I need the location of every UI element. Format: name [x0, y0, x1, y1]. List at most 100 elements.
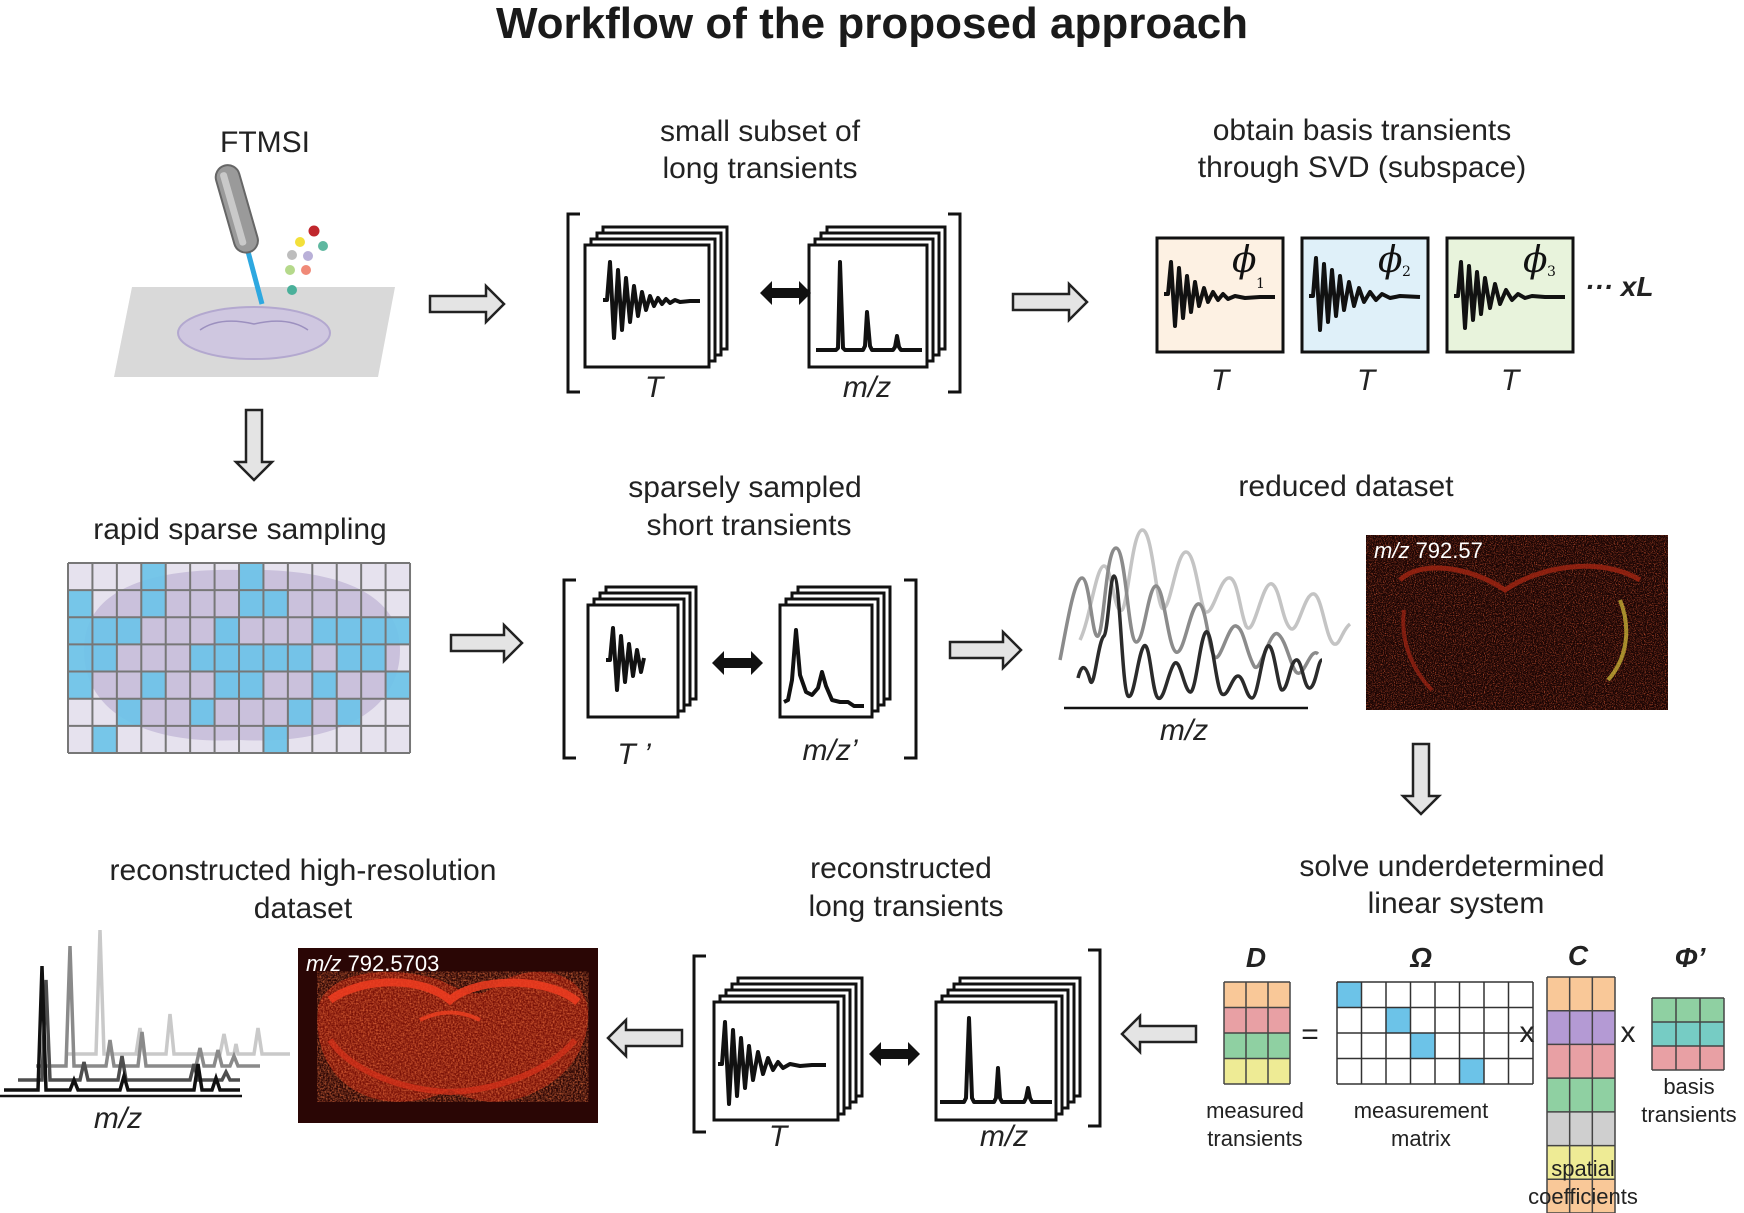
matrix-row — [1224, 1058, 1290, 1084]
sampled-cell — [239, 590, 264, 618]
hr-ion-image: m/z 792.5703 — [298, 948, 598, 1123]
sampled-cell — [141, 671, 166, 699]
recon-long-panel: reconstructed long transients T m/z — [692, 852, 1102, 1153]
solve-label-2: linear system — [1368, 887, 1545, 920]
sampled-cell — [263, 725, 288, 753]
matrix-Omega — [1336, 981, 1534, 1085]
Omega-caption-2: matrix — [1391, 1126, 1451, 1151]
selected-entry — [1386, 1007, 1411, 1033]
hr-spectrum-dark — [18, 979, 240, 1082]
hr-image-label: m/z 792.5703 — [306, 951, 439, 976]
eq-C-symbol: C — [1568, 940, 1589, 971]
recon-hr-label-2: dataset — [254, 892, 353, 925]
matrix-row — [1224, 1007, 1290, 1033]
sampled-cell — [263, 590, 288, 618]
basis-T-3: T — [1501, 364, 1522, 397]
sampled-cell — [92, 725, 117, 753]
basis-label-1: obtain basis transients — [1213, 114, 1512, 147]
short-label-2: short transients — [646, 509, 851, 542]
Phi-caption-2: transients — [1641, 1102, 1736, 1127]
flow-arrow-4 — [449, 621, 524, 665]
flow-arrow-8 — [606, 1016, 684, 1060]
sampled-cell — [116, 698, 142, 726]
selected-entry — [1459, 1058, 1484, 1084]
solve-label-1: solve underdetermined — [1299, 850, 1604, 883]
flow-arrow-5 — [948, 628, 1023, 672]
sampled-cell — [239, 563, 264, 591]
sampled-cell — [190, 698, 215, 726]
sampled-cell — [68, 617, 93, 645]
transform-arrow-1 — [760, 281, 811, 305]
sampled-cell — [239, 671, 264, 699]
matrix-row — [1652, 998, 1724, 1022]
Omega-caption-1: measurement — [1354, 1098, 1489, 1123]
matrix-D — [1223, 981, 1291, 1085]
D-caption-2: transients — [1207, 1126, 1302, 1151]
sampled-cell — [68, 671, 93, 699]
sampled-cell — [385, 671, 411, 699]
basis-sub-1: 1 — [1256, 276, 1265, 292]
recon-long-label-2: long transients — [808, 890, 1003, 923]
basis-T-1: T — [1211, 364, 1232, 397]
long-spectrum-peaks — [816, 260, 922, 352]
right-bracket-2 — [904, 578, 918, 760]
sampled-cell — [214, 617, 240, 645]
reduced-image-label: m/z 792.57 — [1374, 538, 1483, 563]
sampled-cell — [287, 698, 313, 726]
reduced-spectrum-dark — [1076, 574, 1324, 700]
short-T-label: T ’ — [617, 738, 652, 771]
basis-box-3: ϕ 3 T — [1445, 236, 1575, 397]
sampled-cell — [214, 671, 240, 699]
left-bracket-2 — [562, 578, 576, 760]
sampled-cell — [141, 563, 166, 591]
sampled-cell — [312, 671, 337, 699]
long-subset-label-1: small subset of — [660, 115, 861, 148]
right-bracket — [948, 212, 962, 394]
long-subset-label-2: long transients — [662, 152, 857, 185]
long-transient-wave — [603, 260, 700, 340]
basis-label-2: through SVD (subspace) — [1198, 151, 1527, 184]
reduced-spectrum-mid — [1058, 546, 1320, 675]
flow-arrow-6 — [1399, 742, 1443, 816]
basis-phi-3: ϕ — [1523, 240, 1548, 281]
sampled-cell — [141, 590, 166, 618]
reduced-dataset-panel: reduced dataset m/z m/z 792.57 — [1058, 470, 1668, 747]
reduced-label: reduced dataset — [1238, 470, 1454, 503]
matrix-row — [1547, 1179, 1615, 1213]
recon-mz-label: m/z — [980, 1120, 1028, 1153]
long-mz-label: m/z — [843, 371, 891, 404]
linear-system-panel: solve underdetermined linear system D Ω … — [1206, 850, 1737, 1213]
long-transients-panel: small subset of long transients T m/z — [566, 115, 962, 404]
eq-Phi-symbol: Φ’ — [1675, 942, 1707, 973]
reduced-mz-label: m/z — [1160, 714, 1208, 747]
recon-spectrum-peaks — [940, 1016, 1052, 1104]
transform-arrow-3 — [869, 1042, 920, 1066]
right-bracket-3 — [1088, 948, 1102, 1128]
flow-arrow-2 — [1011, 280, 1089, 324]
diagram-title: Workflow of the proposed approach — [496, 0, 1248, 48]
sampled-cell — [116, 617, 142, 645]
Phi-caption-1: basis — [1663, 1074, 1714, 1099]
left-bracket — [566, 212, 580, 394]
selected-entry — [1410, 1033, 1435, 1059]
matrix-row — [1224, 1033, 1290, 1059]
recon-long-label-1: reconstructed — [810, 852, 992, 885]
matrix-row — [1547, 1010, 1615, 1045]
selected-entry — [1337, 982, 1362, 1008]
flow-arrow-7 — [1120, 1012, 1198, 1056]
basis-phi-2: ϕ — [1378, 240, 1403, 281]
sampled-cell — [385, 617, 411, 645]
sparse-sampling-panel: rapid sparse sampling — [67, 513, 412, 754]
long-T-label: T — [645, 371, 666, 404]
sampled-cell — [190, 644, 215, 672]
sampled-cell — [336, 644, 362, 672]
basis-suffix: ··· xL — [1585, 271, 1653, 302]
basis-T-2: T — [1357, 364, 1378, 397]
short-label-1: sparsely sampled — [628, 471, 861, 504]
matrix-C — [1546, 976, 1616, 1213]
eq-equals: = — [1301, 1018, 1319, 1051]
basis-sub-3: 3 — [1547, 264, 1556, 280]
ion-droplets-icon — [285, 225, 328, 295]
transform-arrow-2 — [712, 651, 763, 675]
